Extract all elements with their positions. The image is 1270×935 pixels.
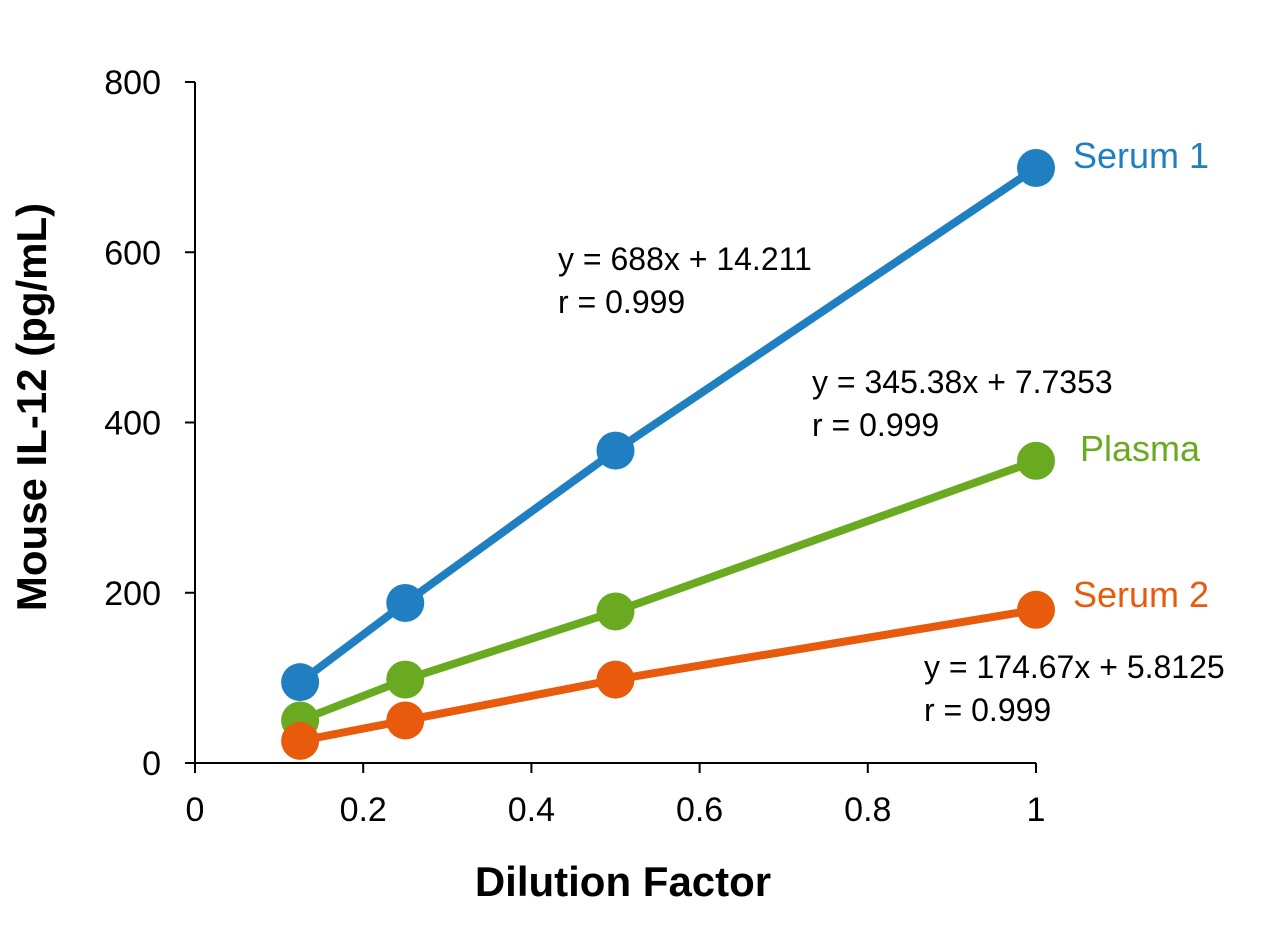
data-point-plasma (1017, 441, 1055, 480)
x-axis-title: Dilution Factor (475, 858, 771, 905)
y-axis-title: Mouse IL-12 (pg/mL) (8, 203, 55, 611)
r-value-serum-2: r = 0.999 (924, 692, 1051, 728)
x-tick-label: 1 (1027, 791, 1046, 829)
equation-serum-1: y = 688x + 14.211 (558, 241, 812, 277)
equation-plasma: y = 345.38x + 7.7353 (812, 364, 1113, 400)
series-label-serum-1: Serum 1 (1073, 135, 1209, 176)
data-point-plasma (386, 660, 425, 699)
r-value-plasma: r = 0.999 (812, 407, 939, 443)
equation-serum-2: y = 174.67x + 5.8125 (924, 649, 1225, 685)
data-point-serum-2 (386, 701, 425, 740)
data-point-serum-1 (386, 583, 425, 622)
data-point-serum-1 (596, 431, 635, 470)
y-tick-label: 0 (142, 745, 161, 783)
x-ticks: 0 0.2 0.4 0.6 0.8 1 (186, 763, 1046, 829)
x-tick-label: 0.8 (844, 791, 891, 829)
data-point-plasma (596, 592, 635, 631)
y-tick-label: 200 (104, 575, 161, 613)
series-line-serum-2 (296, 605, 1040, 745)
y-tick-label: 600 (104, 234, 161, 272)
y-ticks: 0 200 400 600 800 (104, 64, 195, 783)
series-label-serum-2: Serum 2 (1073, 574, 1209, 615)
data-point-serum-2 (281, 721, 320, 760)
series-layer (281, 148, 1055, 760)
x-tick-label: 0.4 (508, 791, 555, 829)
labels-layer: Serum 1 y = 688x + 14.211 r = 0.999 Plasma y… (558, 135, 1225, 728)
data-point-serum-1 (1017, 148, 1055, 187)
x-tick-label: 0.2 (340, 791, 387, 829)
series-label-plasma: Plasma (1080, 428, 1201, 469)
series-line-plasma (296, 456, 1040, 725)
data-point-serum-2 (1017, 590, 1055, 629)
data-point-serum-1 (281, 663, 320, 702)
r-value-serum-1: r = 0.999 (558, 284, 685, 320)
series-line-serum-1 (296, 163, 1040, 687)
y-tick-label: 800 (104, 64, 161, 102)
data-point-serum-2 (596, 660, 635, 699)
x-tick-label: 0 (186, 791, 205, 829)
x-tick-label: 0.6 (676, 791, 723, 829)
y-tick-label: 400 (104, 405, 161, 443)
